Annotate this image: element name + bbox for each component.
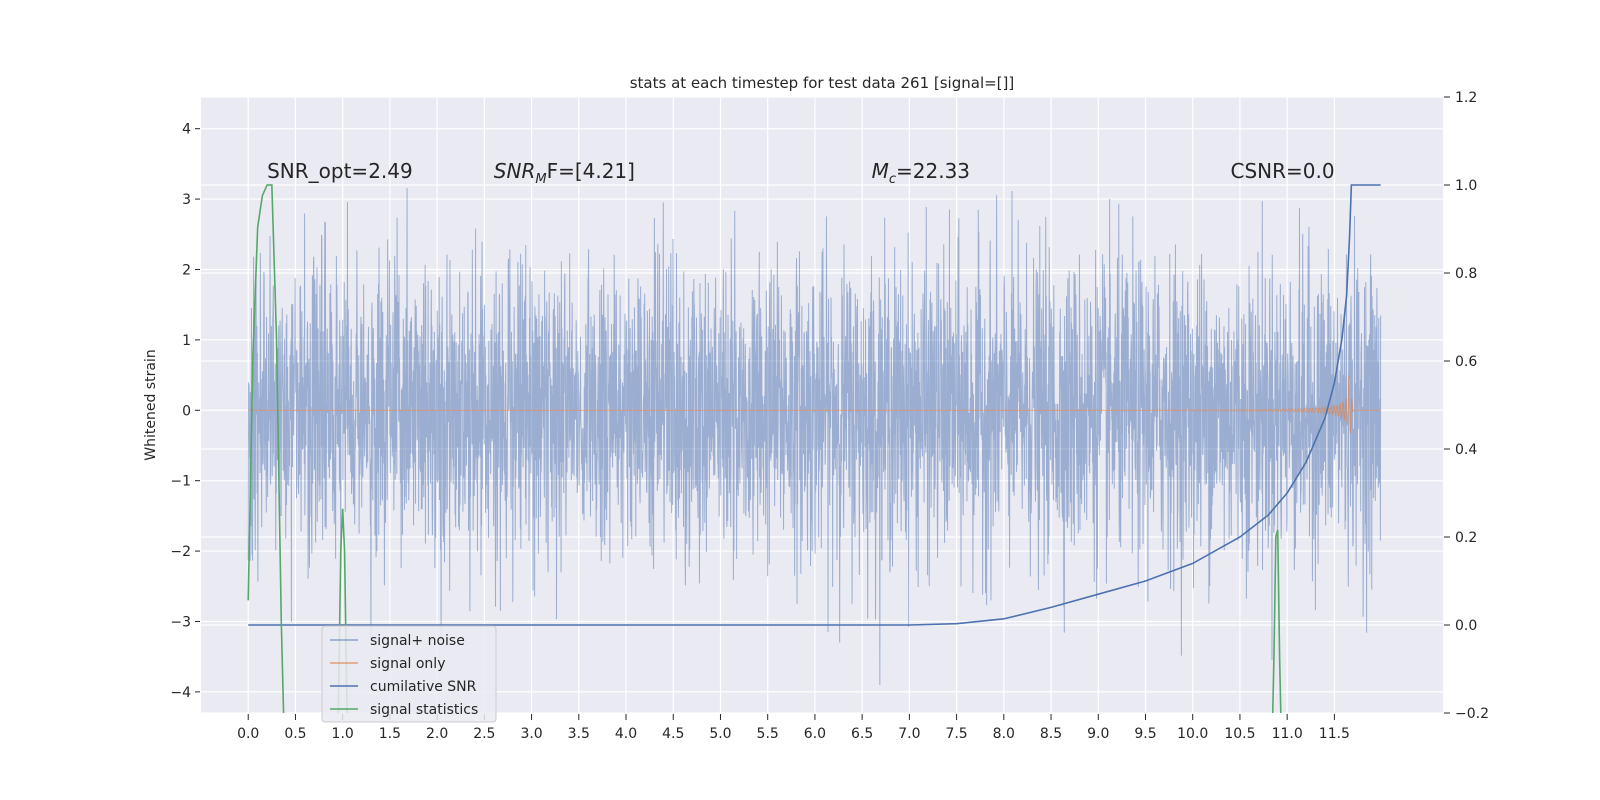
- annotation-0: SNR_opt=2.49: [267, 159, 413, 183]
- y-tick-label-right: 0.2: [1455, 530, 1477, 546]
- y-tick-label-right: 0.0: [1455, 618, 1477, 634]
- annotation-sub: c: [889, 172, 896, 187]
- x-tick-label: 8.0: [993, 726, 1015, 742]
- y-axis-right: −0.2 0.0 0.2 0.4 0.6 0.8 1.0 1.2: [1444, 90, 1489, 722]
- y-tick-label: 4: [182, 122, 191, 138]
- y-tick-label-right: 1.0: [1455, 178, 1477, 194]
- annotation-3: CSNR=0.0: [1230, 159, 1334, 183]
- x-tick-label: 4.5: [662, 726, 684, 742]
- x-tick-label: 2.5: [473, 726, 495, 742]
- legend-box: [321, 625, 497, 723]
- x-tick-label: 0.5: [284, 726, 306, 742]
- x-tick-label: 2.0: [426, 726, 448, 742]
- annotation-sub: M: [535, 172, 546, 187]
- x-tick-label: 11.5: [1319, 726, 1350, 742]
- legend-label: cumilative SNR: [370, 679, 477, 695]
- x-tick-label: 1.0: [332, 726, 354, 742]
- y-tick-label-right: 0.4: [1455, 442, 1477, 458]
- y-tick-label: 2: [182, 262, 191, 278]
- chart-title: stats at each timestep for test data 261…: [630, 74, 1015, 92]
- x-tick-label: 5.5: [757, 726, 779, 742]
- legend-label: signal+ noise: [370, 633, 465, 649]
- y-tick-label: −2: [170, 544, 191, 560]
- x-tick-label: 10.0: [1177, 726, 1208, 742]
- x-tick-label: 9.5: [1134, 726, 1156, 742]
- y-tick-label: 1: [182, 333, 191, 349]
- series-cumulative-snr: [248, 184, 1381, 626]
- x-tick-label: 8.5: [1040, 726, 1062, 742]
- annotation-2: Mc=22.33: [872, 159, 970, 187]
- x-tick-label: 6.0: [804, 726, 826, 742]
- y-axis-label: Whitened strain: [143, 349, 159, 460]
- x-tick-label: 3.5: [568, 726, 590, 742]
- annotation-rest: F=[4.21]: [547, 159, 635, 183]
- y-tick-label: 3: [182, 192, 191, 208]
- x-tick-label: 6.5: [851, 726, 873, 742]
- y-axis-left: −4 −3 −2 −1 0 1 2 3 4: [170, 122, 200, 701]
- x-tick-label: 9.0: [1087, 726, 1109, 742]
- annotation-main: M: [872, 159, 889, 183]
- y-tick-label-right: −0.2: [1455, 706, 1489, 722]
- x-tick-label: 4.0: [615, 726, 637, 742]
- y-tick-label: −1: [170, 474, 191, 490]
- y-tick-label-right: 1.2: [1455, 90, 1477, 106]
- y-tick-label: −3: [170, 614, 191, 630]
- legend-label: signal only: [370, 656, 445, 672]
- annotation-main: SNR: [494, 159, 536, 183]
- series-signal-noise: [247, 188, 1382, 685]
- series-signal-only: [248, 374, 1381, 434]
- legend: signal+ noise signal only cumilative SNR si…: [321, 625, 497, 723]
- x-tick-label: 11.0: [1272, 726, 1303, 742]
- annotation-1: SNRMF=[4.21]: [494, 159, 635, 187]
- x-tick-label: 10.5: [1224, 726, 1255, 742]
- y-tick-label: −4: [170, 685, 191, 701]
- legend-label: signal statistics: [370, 702, 478, 718]
- x-tick-label: 3.0: [520, 726, 542, 742]
- x-tick-label: 7.0: [898, 726, 920, 742]
- x-tick-label: 0.0: [237, 726, 259, 742]
- annotation-rest: =22.33: [896, 159, 970, 183]
- x-tick-label: 7.5: [945, 726, 967, 742]
- y-tick-label: 0: [182, 403, 191, 419]
- y-tick-label-right: 0.6: [1455, 354, 1477, 370]
- x-tick-label: 1.5: [379, 726, 401, 742]
- x-axis: 0.0 0.5 1.0 1.5 2.0 2.5 3.0 3.5 4.0 4.5 5.0 5.5 6.0 6…: [237, 714, 1350, 742]
- x-tick-label: 5.0: [709, 726, 731, 742]
- y-tick-label-right: 0.8: [1455, 266, 1477, 282]
